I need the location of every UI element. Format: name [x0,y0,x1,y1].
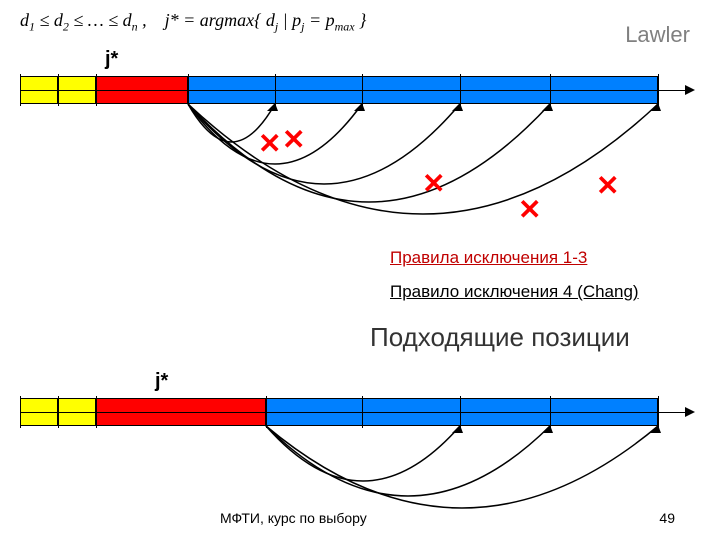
footer-page: 49 [659,510,675,526]
diagram-2: j* [0,0,720,520]
arc-arrowhead [542,425,553,433]
arc-arrowhead [650,425,661,433]
arc [266,426,550,496]
arc-arrowhead [452,425,463,433]
axis-line [20,412,685,413]
jstar-label: j* [155,370,168,393]
arc [266,426,658,508]
arc [266,426,460,481]
arcs-svg [0,0,720,540]
footer-course: МФТИ, курс по выбору [220,510,367,526]
axis-arrowhead [685,407,695,417]
